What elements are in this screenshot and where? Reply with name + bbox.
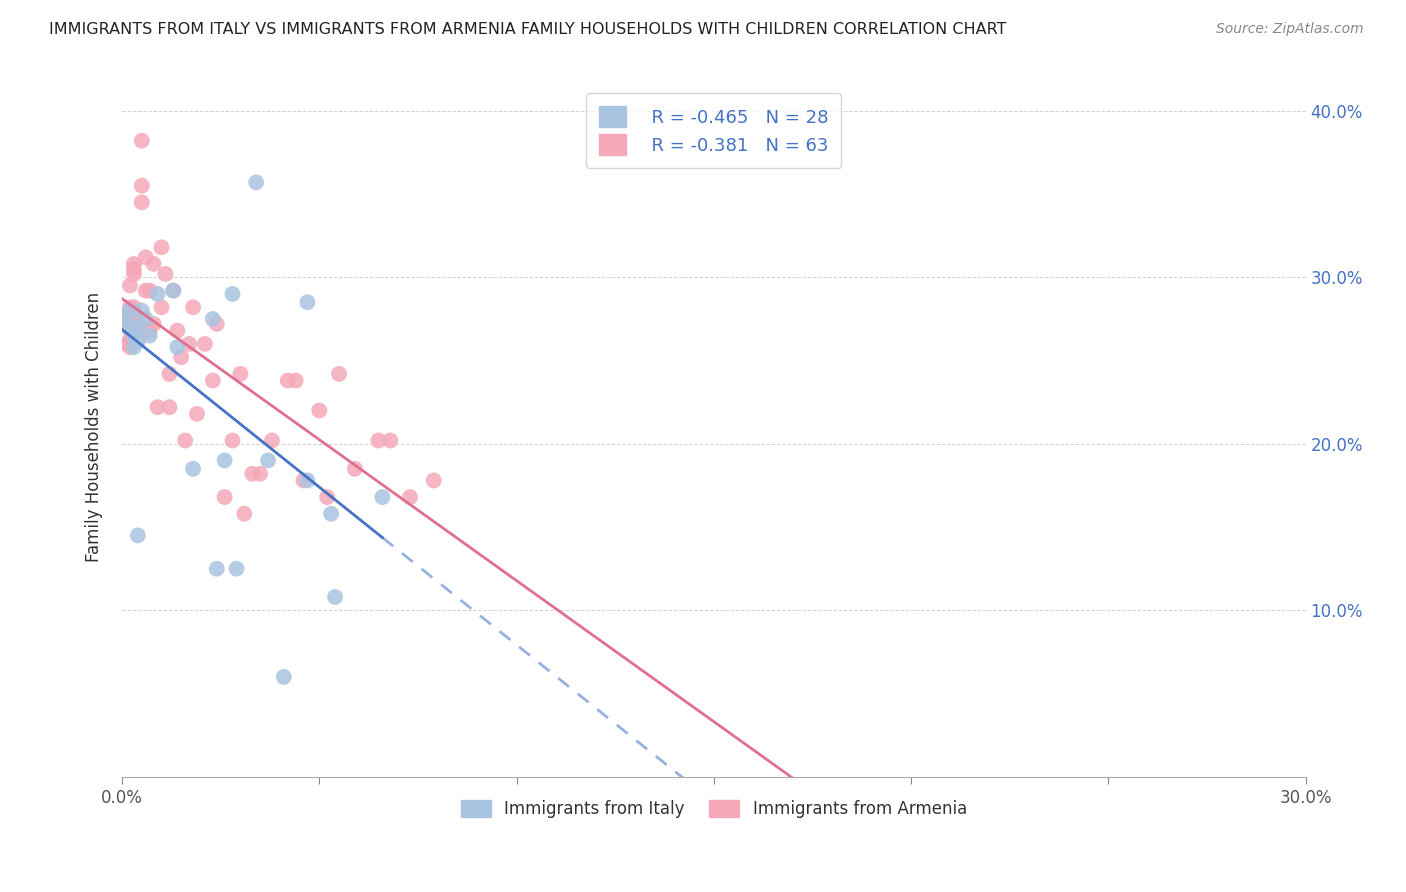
Point	[142, 317, 165, 331]
Point	[118, 303, 141, 318]
Point	[308, 403, 330, 417]
Point	[205, 562, 228, 576]
Point	[127, 528, 149, 542]
Point	[118, 320, 141, 334]
Point	[321, 507, 343, 521]
Point	[260, 434, 283, 448]
Point	[115, 312, 138, 326]
Point	[292, 474, 315, 488]
Text: IMMIGRANTS FROM ITALY VS IMMIGRANTS FROM ARMENIA FAMILY HOUSEHOLDS WITH CHILDREN: IMMIGRANTS FROM ITALY VS IMMIGRANTS FROM…	[49, 22, 1007, 37]
Point	[273, 670, 295, 684]
Point	[245, 175, 267, 189]
Point	[343, 462, 366, 476]
Point	[399, 490, 422, 504]
Point	[179, 337, 201, 351]
Point	[142, 257, 165, 271]
Point	[174, 434, 197, 448]
Point	[150, 300, 173, 314]
Point	[257, 453, 280, 467]
Point	[186, 407, 208, 421]
Point	[131, 178, 153, 193]
Point	[157, 367, 180, 381]
Point	[328, 367, 350, 381]
Point	[214, 490, 236, 504]
Point	[118, 300, 141, 314]
Point	[122, 324, 145, 338]
Point	[323, 590, 346, 604]
Point	[297, 474, 319, 488]
Point	[118, 334, 141, 348]
Point	[225, 562, 247, 576]
Point	[170, 350, 193, 364]
Point	[122, 300, 145, 314]
Point	[115, 337, 138, 351]
Point	[122, 262, 145, 277]
Point	[240, 467, 263, 481]
Point	[122, 340, 145, 354]
Point	[371, 490, 394, 504]
Point	[146, 287, 169, 301]
Point	[131, 303, 153, 318]
Point	[131, 195, 153, 210]
Point	[122, 257, 145, 271]
Point	[221, 287, 243, 301]
Point	[127, 324, 149, 338]
Point	[201, 374, 224, 388]
Point	[233, 507, 256, 521]
Point	[135, 250, 157, 264]
Point	[297, 295, 319, 310]
Point	[157, 400, 180, 414]
Point	[122, 307, 145, 321]
Point	[118, 278, 141, 293]
Point	[221, 434, 243, 448]
Point	[214, 453, 236, 467]
Point	[138, 284, 160, 298]
Point	[122, 324, 145, 338]
Point	[115, 312, 138, 326]
Point	[122, 328, 145, 343]
Y-axis label: Family Households with Children: Family Households with Children	[86, 292, 103, 562]
Point	[122, 324, 145, 338]
Point	[135, 284, 157, 298]
Point	[118, 324, 141, 338]
Point	[162, 284, 184, 298]
Point	[422, 474, 444, 488]
Point	[150, 240, 173, 254]
Point	[127, 320, 149, 334]
Point	[131, 134, 153, 148]
Point	[277, 374, 299, 388]
Point	[138, 328, 160, 343]
Point	[162, 284, 184, 298]
Point	[115, 312, 138, 326]
Point	[194, 337, 217, 351]
Point	[155, 267, 177, 281]
Point	[138, 324, 160, 338]
Point	[127, 334, 149, 348]
Point	[181, 300, 204, 314]
Text: Source: ZipAtlas.com: Source: ZipAtlas.com	[1216, 22, 1364, 37]
Point	[127, 334, 149, 348]
Point	[181, 462, 204, 476]
Point	[380, 434, 402, 448]
Point	[249, 467, 271, 481]
Point	[118, 303, 141, 318]
Point	[229, 367, 252, 381]
Point	[127, 317, 149, 331]
Point	[146, 400, 169, 414]
Point	[166, 340, 188, 354]
Point	[118, 340, 141, 354]
Point	[122, 267, 145, 281]
Point	[201, 312, 224, 326]
Point	[316, 490, 339, 504]
Point	[205, 317, 228, 331]
Legend: Immigrants from Italy, Immigrants from Armenia: Immigrants from Italy, Immigrants from A…	[454, 793, 974, 824]
Point	[367, 434, 389, 448]
Point	[284, 374, 307, 388]
Point	[135, 312, 157, 326]
Point	[166, 324, 188, 338]
